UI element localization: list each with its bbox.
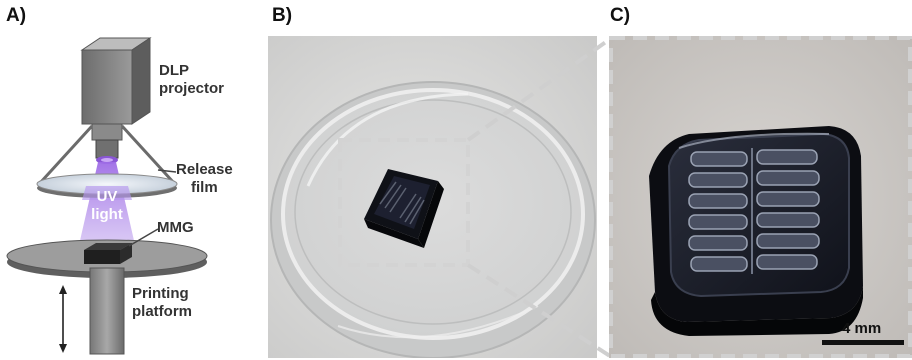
- release-label-line2: film: [191, 179, 218, 196]
- zoomed-device-photo: [609, 36, 912, 358]
- scale-bar: [822, 340, 904, 345]
- release-leader-line: [157, 169, 177, 173]
- release-label-line1: Release: [176, 161, 233, 178]
- projector: [80, 37, 152, 164]
- platform-label-line1: Printing: [132, 285, 189, 302]
- platform-label-line2: platform: [132, 303, 192, 320]
- printing-platform-label: Printing platform: [132, 285, 192, 321]
- panel-label-b: B): [272, 5, 293, 26]
- channel-array-right: [756, 149, 820, 270]
- vertical-motion-arrow: [59, 285, 67, 353]
- dlp-label: DLP projector: [159, 62, 224, 98]
- release-film-label: Release film: [176, 161, 233, 197]
- mmg-leader-line: [128, 228, 159, 247]
- inset-box-b: [338, 138, 470, 267]
- uv-light-label: UV light: [82, 188, 132, 224]
- channel-array-left: [688, 151, 748, 272]
- printed-device-large: [649, 126, 863, 336]
- uv-beam: [76, 162, 138, 258]
- mmg-label: MMG: [157, 219, 194, 236]
- dlp-printer-schematic: [0, 0, 265, 360]
- uv-label-line2: light: [91, 206, 123, 223]
- mmg-sample: [84, 243, 132, 264]
- dlp-label-line1: DLP: [159, 62, 189, 79]
- scale-bar-label: 4 mm: [842, 320, 882, 337]
- panel-label-c: C): [610, 5, 631, 26]
- release-film: [36, 173, 178, 200]
- panel-label-a: A): [6, 5, 27, 26]
- dlp-label-line2: projector: [159, 80, 225, 97]
- support-frame: [38, 124, 176, 185]
- uv-label-line1: UV: [96, 188, 118, 205]
- printed-device-small: [364, 169, 444, 248]
